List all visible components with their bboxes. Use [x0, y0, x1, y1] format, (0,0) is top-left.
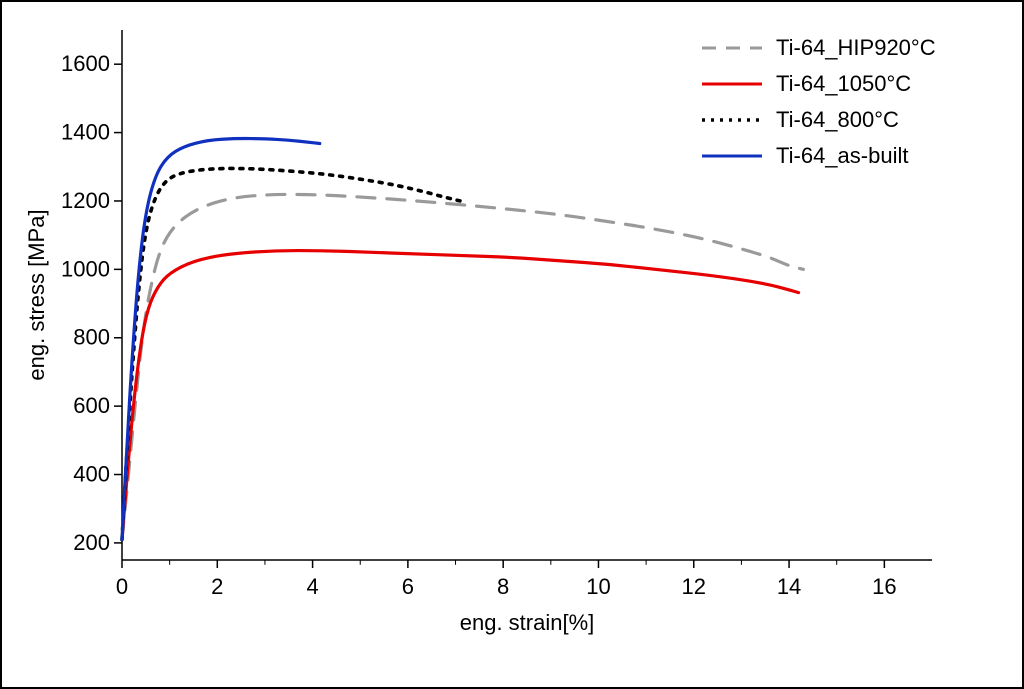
stress-strain-chart: 0 2 4 6 8 10 12 14 16 200 400 600 800 1000 1200 1400 160… — [2, 2, 1022, 687]
y-tick-label: 1400 — [61, 120, 110, 145]
legend-label: Ti-64_1050°C — [776, 71, 911, 96]
x-tick-label: 6 — [402, 574, 414, 599]
y-tick-label: 800 — [73, 325, 110, 350]
y-tick-label: 1200 — [61, 188, 110, 213]
plot-bg — [2, 2, 1022, 687]
x-tick-label: 12 — [682, 574, 706, 599]
legend-label: Ti-64_HIP920°C — [776, 35, 936, 60]
x-tick-label: 10 — [586, 574, 610, 599]
x-tick-label: 0 — [116, 574, 128, 599]
x-axis-label: eng. strain[%] — [460, 610, 595, 635]
y-tick-label: 200 — [73, 530, 110, 555]
x-tick-label: 8 — [497, 574, 509, 599]
legend-label: Ti-64_800°C — [776, 107, 899, 132]
y-tick-label: 600 — [73, 393, 110, 418]
x-tick-label: 14 — [777, 574, 801, 599]
y-tick-label: 1600 — [61, 51, 110, 76]
y-tick-label: 1000 — [61, 256, 110, 281]
y-tick-label: 400 — [73, 462, 110, 487]
y-axis-label: eng. stress [MPa] — [24, 209, 49, 380]
chart-frame: 0 2 4 6 8 10 12 14 16 200 400 600 800 1000 1200 1400 160… — [0, 0, 1024, 689]
legend-label: Ti-64_as-built — [776, 143, 908, 168]
x-tick-label: 4 — [306, 574, 318, 599]
x-tick-label: 16 — [872, 574, 896, 599]
x-tick-label: 2 — [211, 574, 223, 599]
